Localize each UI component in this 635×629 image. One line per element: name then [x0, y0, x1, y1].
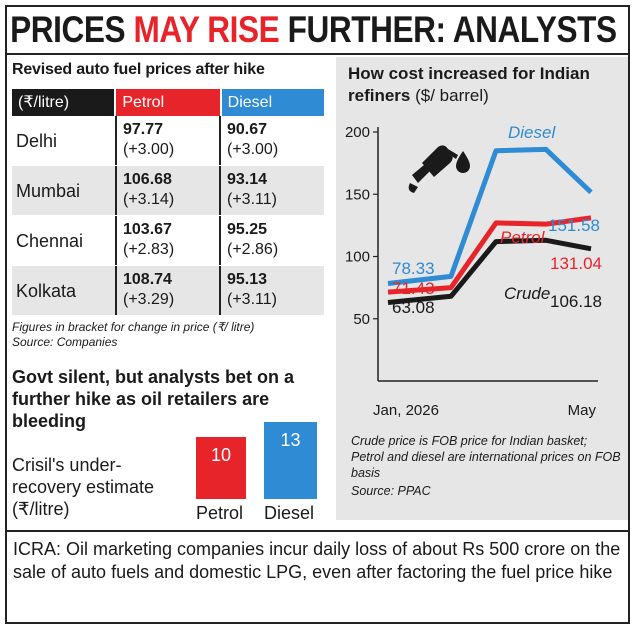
- series-line-diesel: [387, 146, 593, 286]
- end-value-label: 106.18: [550, 292, 602, 311]
- petrol-change: (+2.83): [123, 241, 175, 258]
- end-value-label: 131.04: [550, 254, 602, 273]
- table-header: (₹/litre) Petrol Diesel: [12, 89, 324, 116]
- diesel-cell: 93.14 (+3.11): [219, 166, 322, 215]
- series-line-petrol: [387, 215, 592, 295]
- city-name: Kolkata: [16, 281, 77, 301]
- crisil-bar-diesel: 13: [264, 422, 317, 499]
- petrol-price: 97.77: [123, 121, 164, 138]
- diesel-cell: 90.67 (+3.00): [219, 116, 322, 165]
- petrol-price: 103.67: [123, 221, 172, 238]
- city-name: Chennai: [16, 231, 84, 251]
- petrol-cell: 103.67 (+2.83): [115, 216, 219, 265]
- petrol-change: (+3.29): [123, 291, 175, 308]
- fuel-price-table: (₹/litre) Petrol Diesel Delhi 97.77 (+3.0…: [12, 89, 324, 316]
- fuel-table-title: Revised auto fuel prices after hike: [12, 61, 265, 78]
- petrol-cell: 97.77 (+3.00): [115, 116, 219, 165]
- city-name: Mumbai: [16, 181, 81, 201]
- headline: PRICES MAY RISE FURTHER: ANALYSTS: [5, 5, 630, 55]
- crisil-label-petrol: Petrol: [196, 503, 244, 523]
- table-row: Kolkata 108.74 (+3.29) 95.13 (+3.11): [12, 266, 324, 316]
- fuel-nozzle-icon: [408, 145, 458, 193]
- diesel-price: 95.13: [227, 271, 268, 288]
- petrol-price: 108.74: [123, 271, 172, 288]
- diesel-change: (+3.00): [227, 141, 279, 158]
- diesel-change: (+2.86): [227, 241, 279, 258]
- headline-part-1: PRICES: [10, 9, 134, 50]
- table-row: Chennai 103.67 (+2.83) 95.25 (+2.86): [12, 216, 324, 266]
- table-row: Delhi 97.77 (+3.00) 90.67 (+3.00): [12, 116, 324, 166]
- series-name-crude: Crude: [504, 284, 550, 303]
- headline-highlight: MAY RISE: [133, 9, 280, 50]
- analyst-headline: Govt silent, but analysts bet on a furth…: [12, 367, 295, 431]
- city-name: Delhi: [16, 131, 58, 151]
- series-lines: [387, 146, 593, 305]
- chart-title-unit: ($/ barrel): [415, 86, 489, 105]
- refiner-cost-chart: 50 100 150 200 Jan, 2026 May Diesel 78.33 151.5…: [345, 123, 602, 419]
- chart-title: How cost increased for Indian refiners (…: [348, 63, 618, 107]
- diesel-price: 90.67: [227, 121, 268, 138]
- diesel-price: 95.25: [227, 221, 268, 238]
- diesel-cell: 95.13 (+3.11): [219, 266, 322, 315]
- infographic-frame: [5, 5, 630, 624]
- diesel-change: (+3.11): [227, 291, 277, 308]
- header-diesel: Diesel: [221, 89, 324, 116]
- x-tick-label: May: [568, 402, 597, 419]
- end-value-label: 151.58: [548, 216, 600, 235]
- icra-note: ICRA: Oil marketing companies incur dail…: [7, 530, 628, 584]
- petrol-change: (+3.00): [123, 141, 175, 158]
- headline-part-3: FURTHER: ANALYSTS: [279, 9, 617, 50]
- series-name-petrol: Petrol: [500, 228, 546, 247]
- diesel-price: 93.14: [227, 171, 268, 188]
- series-line-crude: [387, 237, 592, 305]
- refiner-cost-panel: How cost increased for Indian refiners (…: [336, 57, 628, 520]
- petrol-cell: 108.74 (+3.29): [115, 266, 219, 315]
- y-tick-label: 50: [353, 311, 370, 328]
- x-tick-label: Jan, 2026: [373, 402, 439, 419]
- y-tick-label: 150: [345, 186, 370, 203]
- chart-title-main: How cost increased for Indian refiners: [348, 64, 590, 105]
- oil-drop-icon: [456, 151, 470, 173]
- table-source: Source: Companies: [12, 335, 118, 349]
- start-value-label: 78.33: [392, 259, 435, 278]
- petrol-change: (+3.14): [123, 191, 175, 208]
- crisil-label: Crisil's under-recovery estimate (₹/litr…: [12, 455, 155, 519]
- header-petrol: Petrol: [116, 89, 220, 116]
- fuel-price-panel: Revised auto fuel prices after hike (₹/l…: [7, 57, 324, 357]
- table-row: Mumbai 106.68 (+3.14) 93.14 (+3.11): [12, 166, 324, 216]
- crisil-label-diesel: Diesel: [264, 503, 315, 523]
- header-unit: (₹/litre): [12, 89, 115, 116]
- series-name-diesel: Diesel: [508, 123, 556, 142]
- chart-footnote: Crude price is FOB price for Indian bask…: [351, 433, 621, 499]
- table-note: Figures in bracket for change in price (…: [12, 320, 255, 334]
- petrol-cell: 106.68 (+3.14): [115, 166, 219, 215]
- chart-note: Crude price is FOB price for Indian bask…: [351, 434, 621, 480]
- start-value-label: 63.08: [392, 298, 435, 317]
- y-tick-label: 100: [345, 249, 370, 266]
- diesel-change: (+3.11): [227, 191, 277, 208]
- diesel-cell: 95.25 (+2.86): [219, 216, 322, 265]
- start-value-label: 71.43: [392, 279, 435, 298]
- crisil-bar-petrol: 10: [196, 437, 246, 499]
- table-footnote: Figures in bracket for change in price (…: [12, 320, 254, 350]
- petrol-price: 106.68: [123, 171, 172, 188]
- y-tick-label: 200: [345, 124, 370, 141]
- chart-source: Source: PPAC: [351, 484, 431, 498]
- y-ticks: 50 100 150 200 Jan, 2026 May: [345, 124, 597, 419]
